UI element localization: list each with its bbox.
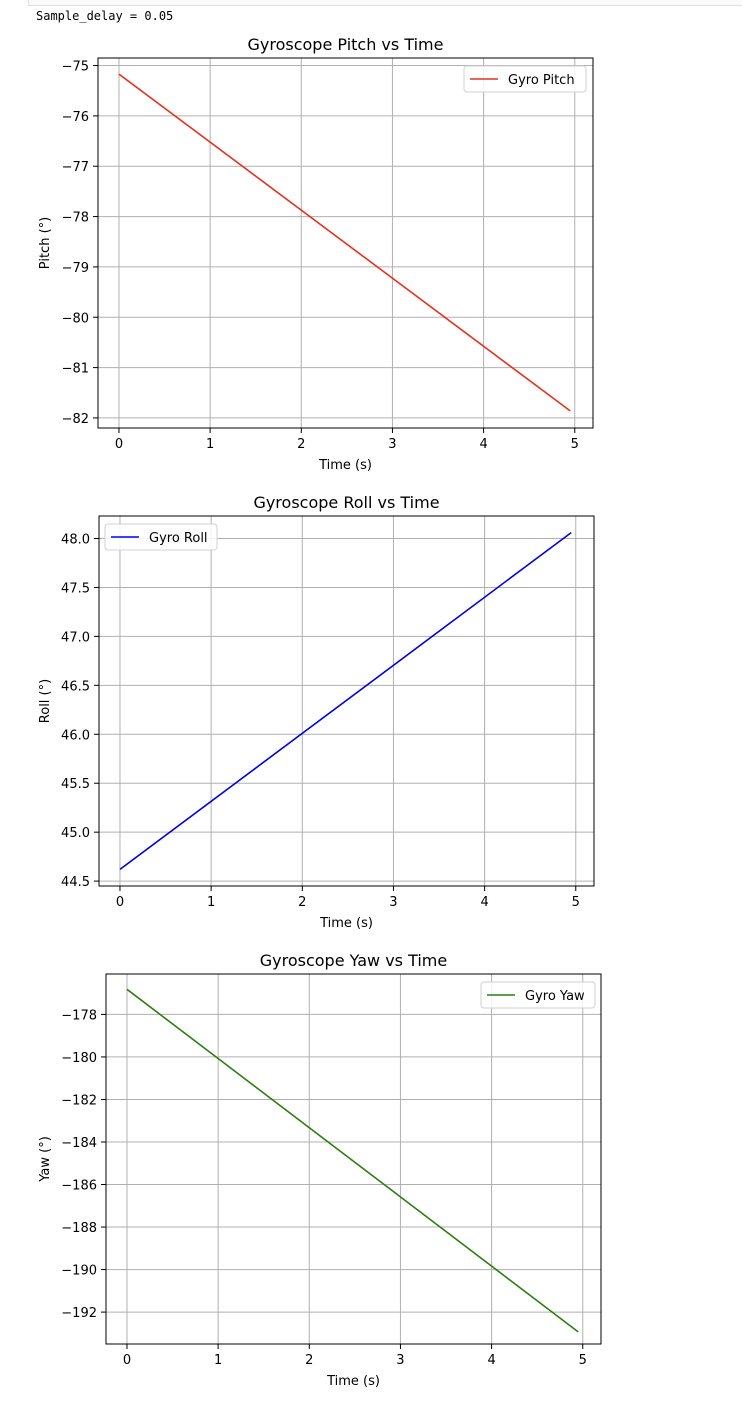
y-tick-label: −79 <box>62 261 89 276</box>
x-tick-label: 1 <box>214 1353 222 1368</box>
grid-lines <box>98 58 593 428</box>
y-tick-label: 47.5 <box>61 581 90 596</box>
y-axis-label: Pitch (°) <box>38 217 53 269</box>
x-tick-label: 0 <box>115 437 123 452</box>
y-tick-label: −184 <box>61 1136 97 1151</box>
x-tick-label: 2 <box>305 1353 313 1368</box>
y-tick-label: −78 <box>62 211 89 226</box>
grid-lines <box>106 974 601 1344</box>
grid-lines <box>99 516 594 886</box>
chart-title: Gyroscope Roll vs Time <box>253 493 439 512</box>
y-tick-label: 44.5 <box>61 875 90 890</box>
y-tick-label: 45.5 <box>61 777 90 792</box>
x-tick-label: 5 <box>572 895 580 910</box>
y-tick-label: −82 <box>62 412 89 427</box>
x-tick-label: 4 <box>487 1353 495 1368</box>
y-tick-label: −180 <box>61 1051 97 1066</box>
y-tick-label: −182 <box>61 1093 97 1108</box>
x-tick-label: 1 <box>206 437 214 452</box>
x-tick-label: 2 <box>297 437 305 452</box>
legend: Gyro Pitch <box>463 65 587 93</box>
series-line <box>126 988 579 1333</box>
legend-box <box>480 981 596 1009</box>
x-axis-label: Time (s) <box>318 458 372 473</box>
y-tick-label: −81 <box>62 362 89 377</box>
y-axis-label: Roll (°) <box>38 679 53 723</box>
x-axis-label: Time (s) <box>319 916 373 931</box>
notebook-cell-border <box>28 0 742 6</box>
x-tick-label: 1 <box>207 895 215 910</box>
y-tick-label: 45.0 <box>61 826 90 841</box>
y-tick-label: −190 <box>61 1264 97 1279</box>
y-tick-label: 47.0 <box>61 630 90 645</box>
roll-chart: Gyroscope Roll vs Time 0 1 2 3 4 5 44.5 45.0 45.5… <box>38 493 595 931</box>
yaw-chart: Gyroscope Yaw vs Time 0 1 2 3 4 5 −178 −180 −182 −… <box>38 951 602 1389</box>
x-tick-label: 2 <box>298 895 306 910</box>
y-axis-label: Yaw (°) <box>38 1136 53 1183</box>
x-tick-label: 4 <box>480 895 488 910</box>
y-tick-label: −188 <box>61 1221 97 1236</box>
legend: Gyro Roll <box>104 523 218 551</box>
y-tick-label: −178 <box>61 1008 97 1023</box>
x-tick-label: 3 <box>388 437 396 452</box>
y-tick-label: −192 <box>61 1306 97 1321</box>
x-tick-label: 0 <box>123 1353 131 1368</box>
x-tick-label: 5 <box>571 437 579 452</box>
x-tick-label: 5 <box>579 1353 587 1368</box>
x-tick-label: 3 <box>396 1353 404 1368</box>
legend-box <box>104 523 218 551</box>
y-tick-label: −75 <box>62 60 89 75</box>
plot-frame <box>105 973 602 1345</box>
legend-label: Gyro Pitch <box>508 73 575 88</box>
y-tick-label: 46.0 <box>61 728 90 743</box>
y-tick-label: −186 <box>61 1179 97 1194</box>
output-text: Sample_delay = 0.05 <box>36 9 174 23</box>
chart-title: Gyroscope Yaw vs Time <box>260 951 447 970</box>
pitch-chart: Gyroscope Pitch vs Time 0 1 2 3 4 5 −75 −76 −77 −7… <box>38 35 594 473</box>
y-tick-label: −80 <box>62 311 89 326</box>
y-tick-label: −76 <box>62 110 89 125</box>
x-axis-label: Time (s) <box>326 1374 380 1389</box>
x-tick-label: 3 <box>389 895 397 910</box>
y-tick-label: 46.5 <box>61 679 90 694</box>
x-tick-label: 0 <box>116 895 124 910</box>
legend-box <box>463 65 587 93</box>
legend-label: Gyro Yaw <box>525 989 585 1004</box>
legend: Gyro Yaw <box>480 981 596 1009</box>
series-line <box>119 531 572 871</box>
y-tick-label: 48.0 <box>61 533 90 548</box>
chart-title: Gyroscope Pitch vs Time <box>248 35 444 54</box>
series-line <box>118 73 571 412</box>
plot-frame <box>98 515 595 887</box>
y-tick-label: −77 <box>62 160 89 175</box>
x-tick-label: 4 <box>479 437 487 452</box>
legend-label: Gyro Roll <box>149 531 208 546</box>
plot-frame <box>97 57 594 429</box>
